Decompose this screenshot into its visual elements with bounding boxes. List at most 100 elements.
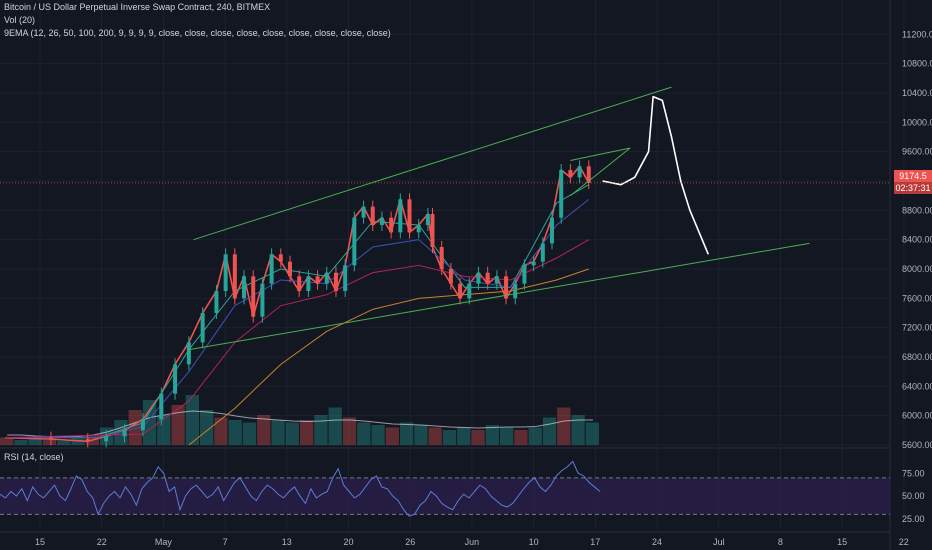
price-tick-label: 5600.00 bbox=[902, 440, 932, 450]
time-tick-label: 20 bbox=[343, 537, 353, 547]
volume-bar bbox=[557, 407, 571, 445]
candle-body bbox=[223, 254, 228, 291]
candle-body bbox=[122, 430, 127, 437]
candle-body bbox=[232, 254, 237, 299]
price-tick-label: 10800.00 bbox=[902, 59, 932, 69]
volume-bar bbox=[514, 430, 528, 445]
price-tick-label: 6000.00 bbox=[902, 411, 932, 421]
series-ema-fast bbox=[5, 184, 590, 439]
price-panel bbox=[0, 86, 890, 448]
ema-legend: 9EMA (12, 26, 50, 100, 200, 9, 9, 9, 9, … bbox=[4, 28, 391, 38]
candle-body bbox=[186, 342, 191, 365]
grid bbox=[0, 0, 905, 550]
volume-bar bbox=[314, 415, 328, 445]
candle-body bbox=[324, 272, 329, 284]
candle-body bbox=[550, 217, 555, 244]
candle-body bbox=[504, 276, 509, 299]
projection-drawing bbox=[602, 95, 710, 255]
candle-body bbox=[458, 283, 463, 299]
volume-bar bbox=[242, 422, 257, 445]
candle-body bbox=[297, 276, 302, 291]
time-tick-label: Jun bbox=[465, 537, 480, 547]
volume-bar bbox=[300, 420, 314, 445]
time-tick-label: 7 bbox=[223, 537, 228, 547]
volume-bar bbox=[457, 427, 471, 445]
chart-title: Bitcoin / US Dollar Perpetual Inverse Sw… bbox=[4, 2, 271, 12]
price-tick-label: 8400.00 bbox=[902, 235, 932, 245]
volume-bar bbox=[542, 417, 557, 445]
volume-bar bbox=[57, 441, 71, 445]
volume-bar bbox=[271, 420, 285, 445]
volume-bar bbox=[42, 440, 57, 445]
rsi-panel: 25.00 50.00 75.00 bbox=[0, 460, 925, 524]
volume-bar bbox=[471, 430, 485, 445]
volume-bar bbox=[14, 440, 28, 445]
time-tick-label: 13 bbox=[282, 537, 292, 547]
price-tick-label: 6800.00 bbox=[902, 352, 932, 362]
candle-body bbox=[416, 225, 421, 233]
candle-body bbox=[173, 364, 178, 394]
candle-body bbox=[352, 217, 357, 266]
price-tick-label: 6400.00 bbox=[902, 381, 932, 391]
candle-body bbox=[370, 206, 375, 225]
volume-bar bbox=[200, 410, 214, 445]
candle-body bbox=[494, 276, 499, 284]
time-tick-label: Jul bbox=[713, 537, 725, 547]
rsi-tick-label: 25.00 bbox=[902, 514, 925, 524]
candle-body bbox=[214, 291, 219, 313]
volume-bar bbox=[485, 425, 499, 445]
candle-body bbox=[315, 276, 320, 284]
candle-body bbox=[540, 243, 545, 262]
candle-body bbox=[398, 199, 403, 233]
candle-body bbox=[343, 265, 348, 291]
time-tick-label: 10 bbox=[529, 537, 539, 547]
volume-bar bbox=[442, 430, 457, 445]
price-tick-label: 10400.00 bbox=[902, 88, 932, 98]
candle-body bbox=[104, 436, 109, 442]
volume-bar bbox=[371, 425, 385, 445]
time-tick-label: 22 bbox=[899, 537, 909, 547]
rsi-band bbox=[0, 477, 890, 515]
candle-body bbox=[430, 214, 435, 247]
volume-bar bbox=[185, 395, 199, 445]
volume-bar bbox=[28, 439, 42, 445]
price-tick-label: 11200.00 bbox=[902, 29, 932, 39]
volume-bar bbox=[385, 427, 399, 445]
volume-bar bbox=[171, 405, 185, 445]
candle-body bbox=[200, 313, 205, 343]
candle-body bbox=[48, 437, 53, 440]
candle-body bbox=[287, 261, 292, 277]
candle-body bbox=[306, 276, 311, 291]
candle-body bbox=[85, 439, 90, 442]
volume-bar bbox=[500, 427, 514, 445]
candle-body bbox=[559, 170, 564, 218]
time-tick-label: 26 bbox=[405, 537, 415, 547]
volume-bar bbox=[128, 410, 142, 445]
candle-body bbox=[159, 393, 164, 420]
series-ema-100 bbox=[4, 239, 590, 439]
volume-bar bbox=[571, 415, 585, 445]
price-tick-label: 10000.00 bbox=[902, 117, 932, 127]
candle-body bbox=[522, 265, 527, 284]
candle-body bbox=[379, 217, 384, 225]
volume-bar bbox=[142, 400, 157, 445]
volume-bar bbox=[528, 427, 542, 445]
candle-body bbox=[389, 217, 394, 233]
y-axis: 5600.00 6000.00 6400.00 6800.00 7200.00 7600.… bbox=[902, 29, 932, 450]
candle-body bbox=[467, 283, 472, 299]
volume-bar bbox=[228, 420, 242, 445]
candle-body bbox=[278, 254, 283, 262]
volume-bar bbox=[0, 437, 14, 445]
time-tick-label: 15 bbox=[837, 537, 847, 547]
rsi-legend: RSI (14, close) bbox=[4, 452, 64, 462]
price-tick-label: 8000.00 bbox=[902, 264, 932, 274]
candle-body bbox=[269, 254, 274, 284]
candle-body bbox=[577, 166, 582, 178]
time-tick-label: 17 bbox=[590, 537, 600, 547]
volume-bar bbox=[214, 417, 228, 445]
candle-body bbox=[407, 199, 412, 233]
rsi-tick-label: 75.00 bbox=[902, 468, 925, 478]
candle-body bbox=[260, 283, 265, 317]
time-tick-label: 24 bbox=[652, 537, 662, 547]
